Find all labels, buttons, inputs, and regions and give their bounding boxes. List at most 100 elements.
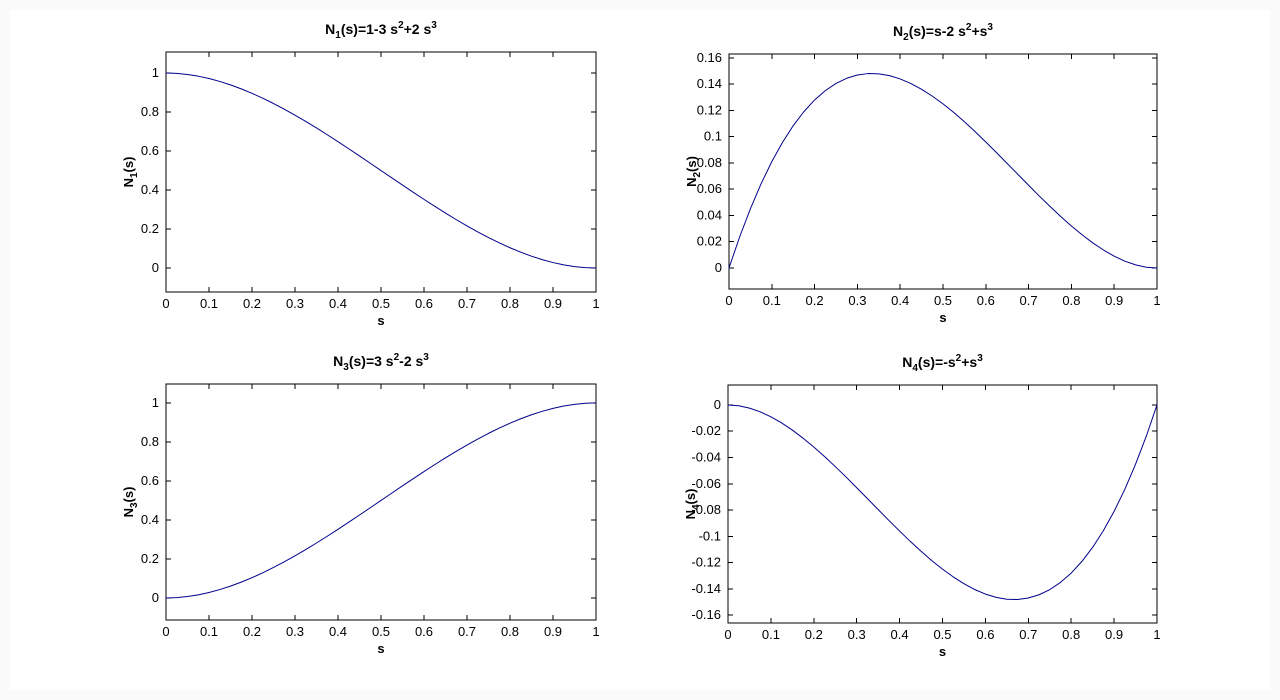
axes-box — [165, 383, 597, 621]
x-tick-label: 0.3 — [848, 627, 866, 642]
subplot-title: N1(s)=1-3 s2+2 s3 — [325, 20, 437, 41]
y-tick-label: 0 — [152, 260, 159, 275]
x-tick-label: 0 — [725, 293, 732, 308]
x-tick-label: 0.1 — [200, 624, 218, 639]
x-ticks: 0 0.1 0.2 0.3 0.4 0.5 0.6 0.7 0.8 0.9 1 — [724, 385, 1161, 642]
x-tick-label: 0.6 — [415, 296, 433, 311]
y-tick-label: 0.8 — [141, 434, 159, 449]
x-tick-label: 0.1 — [763, 293, 781, 308]
y-tick-label: 0.4 — [141, 182, 159, 197]
x-tick-label: 0.3 — [286, 296, 304, 311]
subplot-1: 0 0.1 0.2 0.3 0.4 0.5 0.6 0.7 0.8 0.9 100.20.40.60… — [121, 20, 600, 328]
x-tick-label: 0.2 — [805, 627, 823, 642]
x-tick-label: 0.4 — [329, 296, 347, 311]
y-tick-label: 0.02 — [697, 234, 722, 249]
y-tick-label: 0.08 — [697, 155, 722, 170]
x-tick-label: 0.9 — [1105, 293, 1123, 308]
x-tick-label: 0.4 — [329, 624, 347, 639]
x-tick-label: 0.3 — [848, 293, 866, 308]
x-ticks: 0 0.1 0.2 0.3 0.4 0.5 0.6 0.7 0.8 0.9 1 — [162, 384, 600, 639]
x-tick-label: 0.9 — [544, 296, 562, 311]
x-tick-label: 0.5 — [372, 296, 390, 311]
x-tick-label: 1 — [1153, 293, 1160, 308]
x-tick-label: 1 — [592, 624, 599, 639]
x-tick-label: 0.2 — [806, 293, 824, 308]
x-axis-label: s — [377, 313, 384, 328]
subplot-title: N2(s)=s-2 s2+s3 — [893, 22, 993, 43]
x-axis-label: s — [377, 641, 384, 656]
subplot-2: 0 0.1 0.2 0.3 0.4 0.5 0.6 0.7 0.8 0.9 1 0 0.02 0.04 0.… — [684, 22, 1161, 325]
x-tick-label: 0.5 — [372, 624, 390, 639]
x-ticks: 0 0.1 0.2 0.3 0.4 0.5 0.6 0.7 0.8 0.9 1 — [725, 54, 1161, 308]
y-tick-label: 0 — [714, 397, 721, 412]
y-tick-label: -0.08 — [691, 502, 721, 517]
y-tick-label: -0.04 — [691, 450, 721, 465]
x-tick-label: 0 — [162, 624, 169, 639]
x-ticks: 0 0.1 0.2 0.3 0.4 0.5 0.6 0.7 0.8 0.9 1 — [162, 52, 600, 311]
y-tick-label: 0.8 — [141, 104, 159, 119]
y-tick-label: 0.14 — [697, 76, 722, 91]
x-tick-label: 0.6 — [415, 624, 433, 639]
x-axis-label: s — [939, 644, 946, 659]
x-tick-label: 0.9 — [544, 624, 562, 639]
y-tick-label: 1 — [152, 395, 159, 410]
curve-n2 — [728, 73, 1158, 269]
x-tick-label: 1 — [1153, 627, 1160, 642]
x-tick-label: 0.1 — [762, 627, 780, 642]
x-tick-label: 0.6 — [976, 627, 994, 642]
x-tick-label: 0.9 — [1105, 627, 1123, 642]
y-ticks: 0 0.2 0.4 0.6 0.8 1 — [141, 65, 596, 275]
x-tick-label: 0 — [724, 627, 731, 642]
y-tick-label: 0.16 — [697, 50, 722, 65]
x-tick-label: 0.7 — [458, 296, 476, 311]
x-tick-label: 0.7 — [458, 624, 476, 639]
y-axis-label: N1(s) — [121, 157, 140, 188]
y-tick-label: 0.2 — [141, 551, 159, 566]
x-tick-label: 0.5 — [933, 627, 951, 642]
axes-box — [728, 53, 1158, 290]
y-tick-label: -0.16 — [691, 607, 721, 622]
y-tick-label: -0.06 — [691, 476, 721, 491]
y-tick-label: 0 — [715, 260, 722, 275]
x-tick-label: 0 — [162, 296, 169, 311]
y-tick-label: -0.12 — [691, 555, 721, 570]
y-tick-label: -0.1 — [699, 528, 721, 543]
y-tick-label: 0.12 — [697, 102, 722, 117]
y-tick-label: 0.6 — [141, 143, 159, 158]
x-tick-label: 0.3 — [286, 624, 304, 639]
y-axis-label: N4(s) — [683, 489, 702, 520]
subplot-title: N4(s)=-s2+s3 — [902, 353, 983, 374]
y-axis-label: N2(s) — [684, 156, 703, 187]
x-tick-label: 0.7 — [1019, 627, 1037, 642]
subplot-4: 0 0.1 0.2 0.3 0.4 0.5 0.6 0.7 0.8 0.9 1 0 -0.02 -0.04… — [683, 353, 1161, 659]
y-axis-label: N3(s) — [121, 487, 140, 518]
subplot-title: N3(s)=3 s2-2 s3 — [333, 352, 429, 373]
x-tick-label: 0.8 — [1062, 627, 1080, 642]
y-ticks: 0 0.02 0.04 0.06 0.08 0.1 0.12 0.14 0.16 — [697, 50, 1157, 275]
x-tick-label: 0.4 — [891, 627, 909, 642]
curve-n4 — [727, 404, 1158, 600]
x-tick-label: 0.6 — [977, 293, 995, 308]
y-tick-label: 0.6 — [141, 473, 159, 488]
y-tick-label: 0.04 — [697, 207, 722, 222]
y-tick-label: 0.2 — [141, 221, 159, 236]
x-tick-label: 0.2 — [243, 296, 261, 311]
y-tick-label: -0.14 — [691, 581, 721, 596]
y-tick-label: -0.02 — [691, 423, 721, 438]
y-tick-label: 0.4 — [141, 512, 159, 527]
y-tick-label: 0.1 — [704, 129, 722, 144]
curve-n3 — [165, 402, 597, 599]
y-ticks: 0 -0.02 -0.04 -0.06 -0.08 -0.1 -0.12 -0.14 -0.16 — [691, 397, 1157, 622]
y-tick-label: 0.06 — [697, 181, 722, 196]
x-tick-label: 0.8 — [501, 624, 519, 639]
x-tick-label: 0.1 — [200, 296, 218, 311]
y-ticks: 0 0.2 0.4 0.6 0.8 1 — [141, 395, 596, 605]
y-tick-label: 1 — [152, 65, 159, 80]
x-tick-label: 0.5 — [934, 293, 952, 308]
x-tick-label: 0.8 — [501, 296, 519, 311]
x-axis-label: s — [939, 310, 946, 325]
y-tick-label: 0 — [152, 590, 159, 605]
x-tick-label: 0.7 — [1020, 293, 1038, 308]
